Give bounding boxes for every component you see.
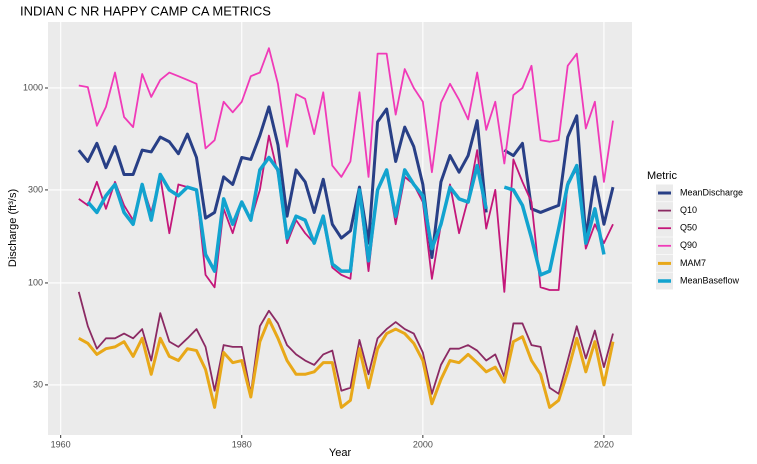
legend-label: Q50 bbox=[680, 223, 697, 233]
legend-label: MAM7 bbox=[680, 258, 706, 268]
series-line bbox=[503, 114, 615, 240]
legend-label: Q90 bbox=[680, 240, 697, 250]
x-tick-label: 2000 bbox=[413, 439, 433, 449]
legend-title: Metric bbox=[647, 170, 677, 182]
series-line bbox=[86, 155, 488, 273]
legend-label: MeanDischarge bbox=[680, 187, 743, 197]
series-line bbox=[77, 291, 614, 395]
legend-label: MeanBaseflow bbox=[680, 275, 740, 285]
plot-panel bbox=[48, 22, 632, 435]
series-line bbox=[78, 317, 615, 409]
series-line bbox=[78, 47, 614, 183]
x-tick-label: 1980 bbox=[232, 439, 252, 449]
chart-title: INDIAN C NR HAPPY CAMP CA METRICS bbox=[20, 3, 271, 18]
y-tick-label: 300 bbox=[28, 184, 43, 194]
y-tick-label: 1000 bbox=[23, 82, 43, 92]
x-tick-label: 2020 bbox=[594, 439, 614, 449]
x-axis-title: Year bbox=[329, 447, 352, 459]
x-tick-label: 1960 bbox=[51, 439, 71, 449]
y-tick-label: 30 bbox=[33, 379, 43, 389]
series-line bbox=[78, 134, 614, 293]
series-line bbox=[503, 163, 606, 277]
y-axis-title: Discharge (ft³/s) bbox=[7, 189, 19, 267]
series-line bbox=[77, 105, 488, 260]
y-tick-label: 100 bbox=[28, 277, 43, 287]
legend-label: Q10 bbox=[680, 205, 697, 215]
